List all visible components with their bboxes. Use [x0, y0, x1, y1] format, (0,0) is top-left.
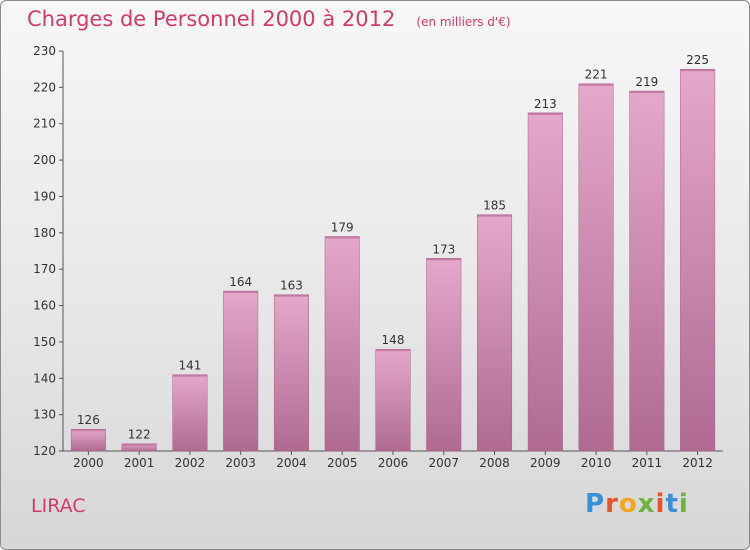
logo-letter: o	[618, 489, 638, 519]
x-tick-label: 2007	[428, 456, 459, 470]
x-tick-label: 2011	[632, 456, 663, 470]
logo-letter: x	[637, 489, 656, 519]
data-label: 225	[686, 53, 709, 67]
y-tick-label: 190	[33, 189, 56, 203]
bar	[680, 68, 716, 452]
bar	[273, 294, 309, 452]
bar	[375, 348, 411, 452]
data-label: 213	[534, 97, 557, 111]
bar	[629, 90, 665, 452]
logo-letter: i	[655, 489, 666, 519]
y-tick-label: 220	[33, 80, 56, 94]
data-label: 221	[585, 68, 608, 82]
y-tick-label: 210	[33, 117, 56, 131]
bar	[477, 214, 513, 452]
bar	[527, 112, 563, 452]
bar	[578, 83, 614, 452]
data-label: 122	[128, 428, 151, 442]
y-tick-label: 180	[33, 226, 56, 240]
data-label: 141	[178, 359, 201, 373]
y-tick-label: 130	[33, 408, 56, 422]
x-tick-label: 2000	[73, 456, 104, 470]
x-tick-label: 2010	[581, 456, 612, 470]
place-name: LIRAC	[31, 495, 86, 517]
data-label: 126	[77, 413, 100, 427]
bar	[223, 290, 259, 452]
x-tick-label: 2003	[225, 456, 256, 470]
data-label: 163	[280, 279, 303, 293]
x-tick-label: 2008	[479, 456, 510, 470]
y-tick-label: 120	[33, 444, 56, 458]
x-tick-label: 2004	[276, 456, 307, 470]
y-tick-label: 160	[33, 299, 56, 313]
logo-letter: i	[678, 489, 689, 519]
x-tick-label: 2005	[327, 456, 358, 470]
logo-letter: r	[605, 489, 619, 519]
x-tick-label: 2001	[124, 456, 155, 470]
bar	[70, 428, 106, 452]
x-tick-label: 2002	[175, 456, 206, 470]
y-tick-label: 230	[33, 44, 56, 58]
data-label: 219	[635, 75, 658, 89]
data-label: 173	[432, 242, 455, 256]
x-tick-label: 2009	[530, 456, 561, 470]
bars	[70, 68, 716, 452]
logo-letter: P	[585, 489, 606, 519]
axes: 120 130 140 150 160 170 180 190 200 210 220 230 2000…	[33, 44, 723, 470]
x-tick-label: 2006	[378, 456, 409, 470]
proxiti-logo: Proxiti	[585, 489, 689, 519]
bar	[324, 236, 360, 452]
data-label: 185	[483, 199, 506, 213]
x-tick-label: 2012	[682, 456, 713, 470]
chart-title: Charges de Personnel 2000 à 2012	[27, 7, 396, 31]
y-tick-label: 170	[33, 262, 56, 276]
title-row: Charges de Personnel 2000 à 2012 (en mil…	[27, 7, 511, 31]
chart-subtitle: (en milliers d'€)	[416, 15, 511, 29]
y-tick-label: 140	[33, 371, 56, 385]
bar	[426, 258, 462, 452]
y-tick-label: 200	[33, 153, 56, 167]
data-label: 179	[331, 220, 354, 234]
logo-letter: t	[665, 489, 679, 519]
data-label: 148	[382, 333, 405, 347]
bar	[172, 374, 208, 452]
y-tick-label: 150	[33, 335, 56, 349]
data-label: 164	[229, 275, 252, 289]
data-labels: 126 122 141 164 163 179 148 173 185 213 221 219 225	[77, 53, 709, 442]
